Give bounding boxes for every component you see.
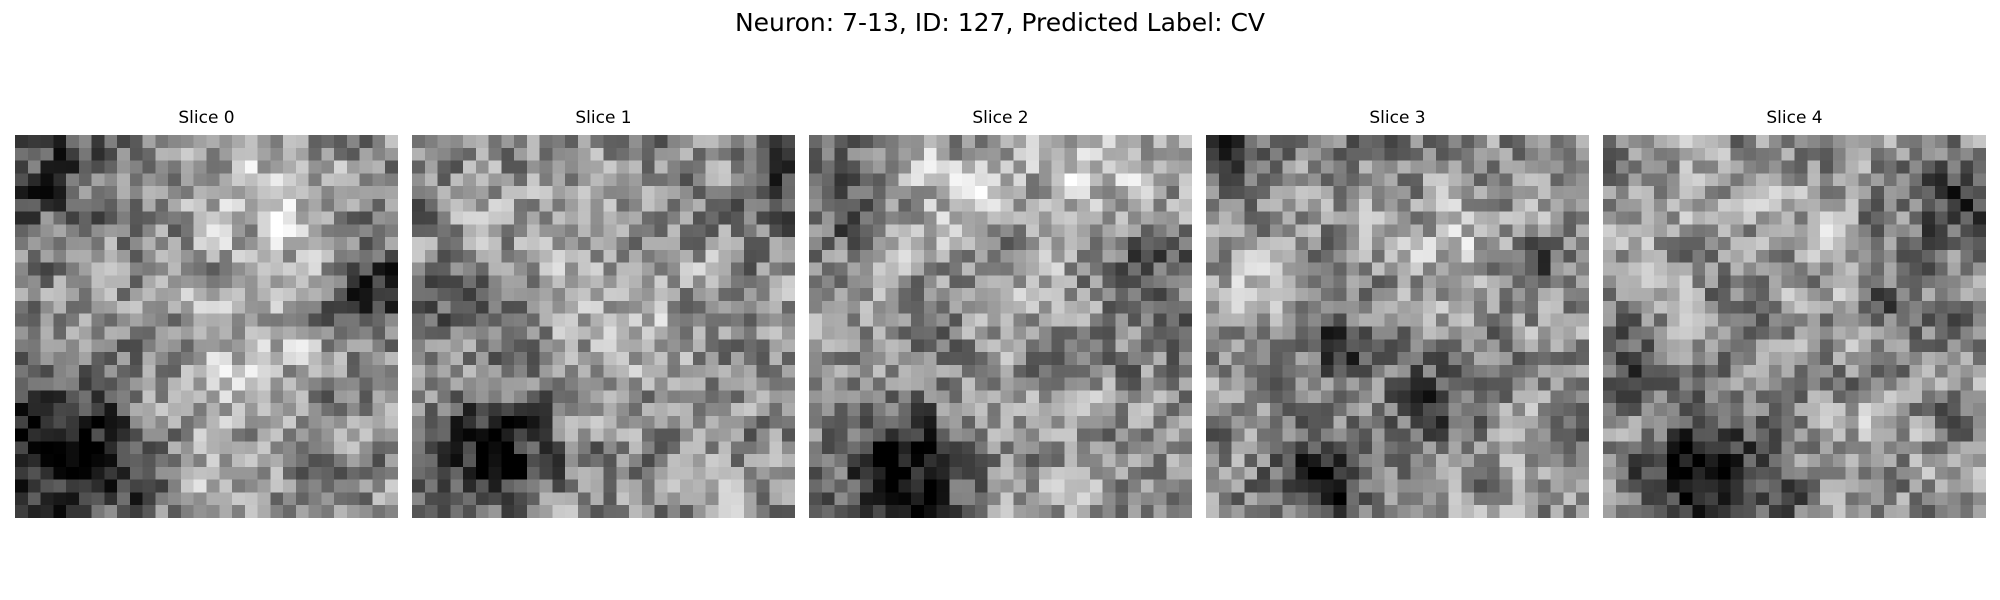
slice-title-3: Slice 3 <box>1369 108 1426 128</box>
slice-title-2: Slice 2 <box>972 108 1029 128</box>
slice-image-3 <box>1206 135 1589 518</box>
slice-panel-2: Slice 2 <box>809 108 1192 518</box>
slice-image-1 <box>412 135 795 518</box>
slice-image-2 <box>809 135 1192 518</box>
slice-image-4 <box>1603 135 1986 518</box>
slice-panel-4: Slice 4 <box>1603 108 1986 518</box>
slice-panel-3: Slice 3 <box>1206 108 1589 518</box>
slice-panel-0: Slice 0 <box>15 108 398 518</box>
slice-title-1: Slice 1 <box>575 108 632 128</box>
slice-panel-1: Slice 1 <box>412 108 795 518</box>
slice-title-0: Slice 0 <box>178 108 235 128</box>
figure-title: Neuron: 7-13, ID: 127, Predicted Label: … <box>734 8 1266 37</box>
slice-image-0 <box>15 135 398 518</box>
slice-title-4: Slice 4 <box>1766 108 1823 128</box>
